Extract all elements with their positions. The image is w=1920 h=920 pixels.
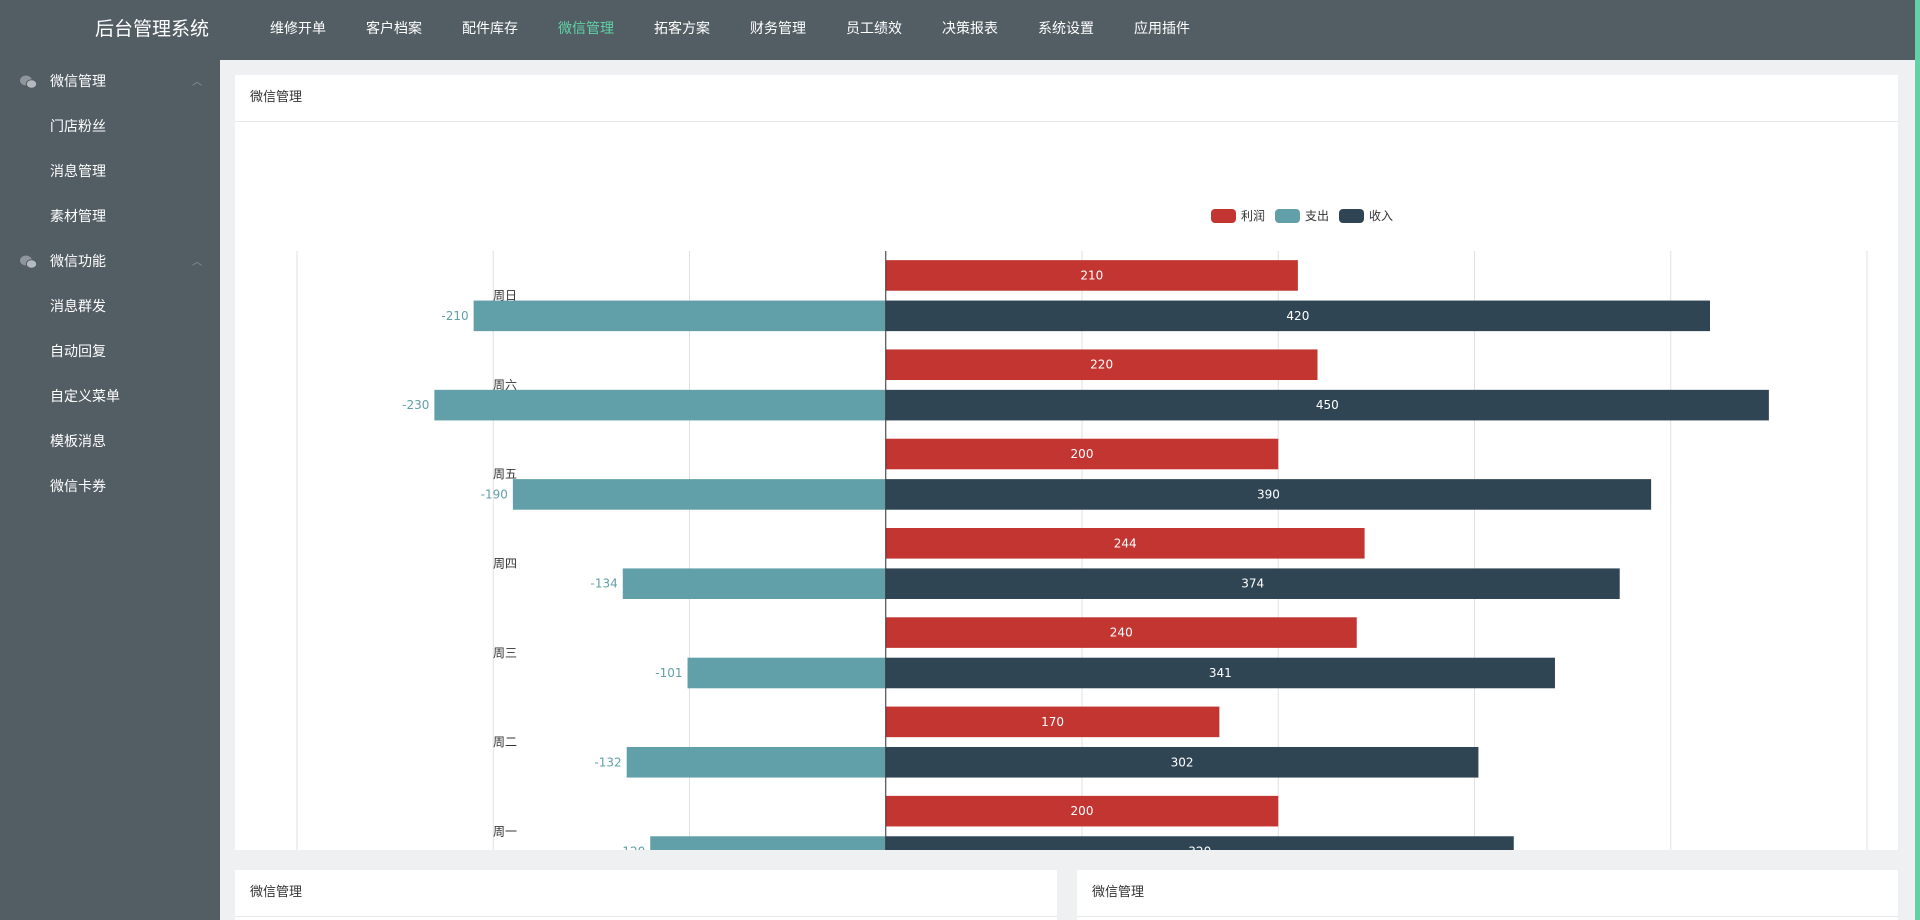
legend-label: 利润 [1241, 209, 1265, 223]
y-axis-tick-label: 周六 [493, 378, 517, 392]
bar-income [885, 746, 1479, 778]
data-label-income: 450 [1316, 398, 1339, 412]
data-label-income: 374 [1241, 577, 1264, 591]
y-axis-tick-label: 周二 [493, 735, 517, 749]
bar-expense [650, 836, 886, 850]
bar-profit [885, 617, 1357, 648]
bar-chart: 周日 210 420 -210 周六 220 450 -230 周五 200 390 -190 周四 24… [296, 209, 1868, 850]
data-label-profit: 220 [1090, 358, 1113, 372]
bar-profit [885, 706, 1220, 738]
sidebar-group-wechat-functions[interactable]: 微信功能 ︿ [0, 240, 220, 285]
sidebar: 微信管理 ︿ 门店粉丝 消息管理 素材管理 微信功能 ︿ 消息群发 自动回复 自… [0, 60, 220, 920]
bottom-left-panel: 微信管理 [235, 870, 1057, 920]
data-label-expense: -230 [402, 398, 429, 412]
bar-profit [885, 795, 1279, 827]
data-label-expense: -190 [481, 487, 508, 501]
nav-item-customer-acquisition[interactable]: 拓客方案 [654, 21, 710, 37]
y-axis-tick-label: 周日 [493, 289, 517, 303]
bar-income [885, 300, 1710, 332]
sidebar-item-material-management[interactable]: 素材管理 [50, 209, 106, 225]
legend-label: 收入 [1369, 209, 1393, 223]
top-navbar: 后台管理系统 维修开单 客户档案 配件库存 微信管理 拓客方案 财务管理 员工绩… [0, 0, 1920, 60]
app-title: 后台管理系统 [95, 18, 210, 40]
bar-profit [885, 438, 1279, 470]
bar-expense [626, 746, 886, 778]
data-label-expense: -101 [655, 666, 682, 680]
sidebar-item-message-management[interactable]: 消息管理 [50, 164, 106, 180]
data-label-income: 341 [1209, 666, 1232, 680]
sidebar-item-store-fans[interactable]: 门店粉丝 [50, 119, 106, 135]
data-label-profit: 170 [1041, 715, 1064, 729]
nav-item-customer-records[interactable]: 客户档案 [366, 21, 422, 37]
panel-title: 微信管理 [250, 885, 303, 900]
sidebar-item-auto-reply[interactable]: 自动回复 [50, 344, 106, 360]
data-label-expense: -134 [591, 577, 618, 591]
chevron-up-icon: ︿ [192, 77, 202, 88]
nav-item-system-settings[interactable]: 系统设置 [1038, 21, 1094, 37]
bar-income [885, 657, 1555, 689]
bar-income [885, 568, 1620, 599]
panel-divider [235, 121, 1898, 122]
chevron-up-icon: ︿ [192, 257, 202, 268]
panel-divider [235, 916, 1057, 917]
data-label-profit: 240 [1110, 626, 1133, 640]
nav-item-decision-reports[interactable]: 决策报表 [942, 21, 998, 37]
legend-label: 支出 [1305, 209, 1329, 223]
bar-expense [687, 657, 886, 689]
wechat-icon [20, 75, 37, 89]
data-label-expense: -120 [618, 845, 645, 850]
legend-swatch [1339, 209, 1364, 223]
data-label-profit: 244 [1114, 536, 1137, 550]
data-label-income: 390 [1257, 487, 1280, 501]
bar-profit [885, 260, 1298, 291]
bar-income [885, 389, 1769, 421]
wechat-icon [20, 255, 37, 269]
data-label-profit: 200 [1071, 804, 1094, 818]
y-axis-tick-label: 周一 [493, 824, 517, 838]
bar-expense [434, 389, 886, 421]
bar-profit [885, 349, 1318, 381]
nav-item-staff-performance[interactable]: 员工绩效 [846, 21, 902, 37]
sidebar-group-wechat-management[interactable]: 微信管理 ︿ [0, 60, 220, 105]
sidebar-group-label: 微信管理 [50, 74, 106, 90]
nav-item-app-plugins[interactable]: 应用插件 [1134, 21, 1190, 37]
data-label-profit: 210 [1080, 268, 1103, 282]
bar-profit [885, 528, 1365, 559]
panel-divider [1077, 916, 1898, 917]
legend-swatch [1211, 209, 1236, 223]
nav-item-wechat-management[interactable]: 微信管理 [558, 21, 614, 37]
accent-scroll-strip [1915, 0, 1920, 920]
sidebar-item-template-message[interactable]: 模板消息 [50, 434, 106, 450]
nav-item-finance[interactable]: 财务管理 [750, 21, 806, 37]
data-label-expense: -210 [441, 309, 468, 323]
chart-panel: 微信管理 周日 210 420 -210 周六 220 450 -230 周五 200 390 -19… [235, 75, 1898, 850]
legend-swatch [1275, 209, 1300, 223]
sidebar-group-label: 微信功能 [50, 254, 106, 270]
bar-expense [512, 479, 886, 510]
data-label-profit: 200 [1071, 447, 1094, 461]
data-label-income: 320 [1188, 845, 1211, 850]
y-axis-tick-label: 周三 [493, 646, 517, 660]
sidebar-item-custom-menu[interactable]: 自定义菜单 [50, 389, 120, 405]
y-axis-tick-label: 周四 [493, 557, 517, 571]
bottom-right-panel: 微信管理 [1077, 870, 1898, 920]
bar-expense [473, 300, 886, 332]
data-label-income: 302 [1171, 755, 1194, 769]
data-label-expense: -132 [594, 755, 621, 769]
bar-income [885, 836, 1514, 850]
sidebar-item-wechat-coupons[interactable]: 微信卡券 [50, 479, 106, 495]
y-axis-tick-label: 周五 [493, 467, 517, 481]
nav-item-parts-inventory[interactable]: 配件库存 [462, 21, 518, 37]
data-label-income: 420 [1286, 309, 1309, 323]
panel-title: 微信管理 [250, 90, 303, 105]
bar-expense [622, 568, 886, 599]
panel-title: 微信管理 [1092, 885, 1145, 900]
sidebar-item-mass-message[interactable]: 消息群发 [50, 299, 106, 315]
bar-income [885, 479, 1652, 510]
nav-item-repair-order[interactable]: 维修开单 [270, 21, 326, 37]
